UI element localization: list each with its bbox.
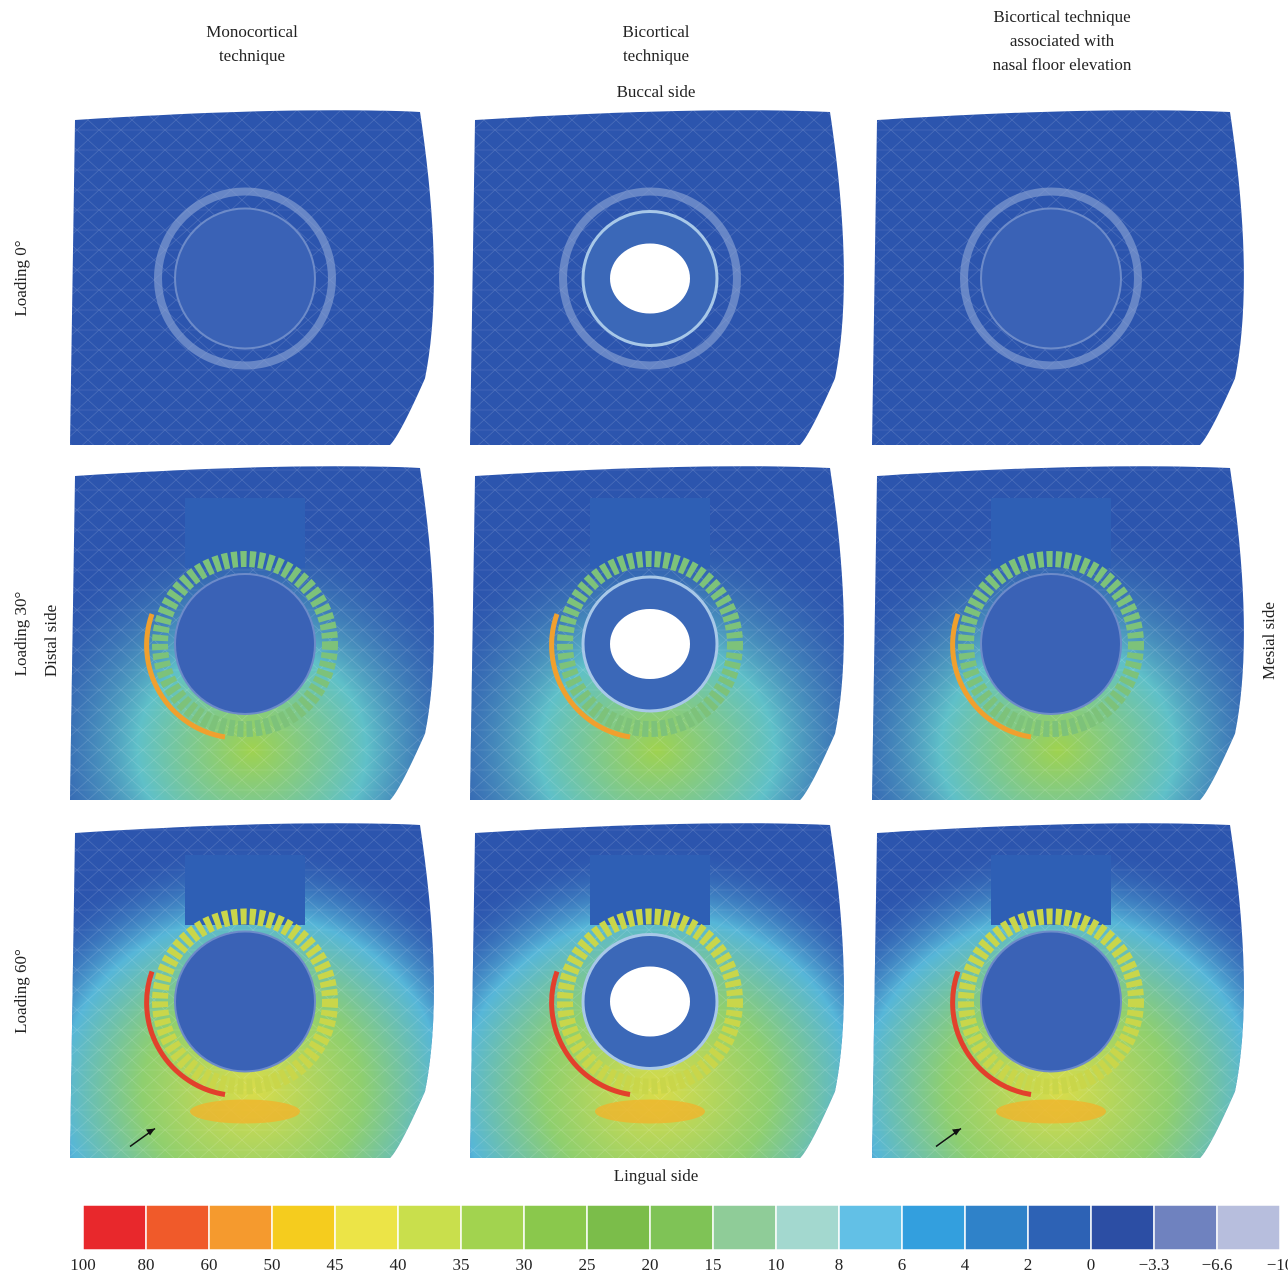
- fea-panel: [872, 110, 1244, 445]
- color-segment: [587, 1205, 650, 1250]
- colorbar-tick-label: −10: [1267, 1255, 1288, 1274]
- colorbar-tick-label: 6: [898, 1255, 907, 1274]
- colorbar-tick-label: 15: [705, 1255, 722, 1274]
- color-segment: [1028, 1205, 1091, 1250]
- color-segment: [776, 1205, 839, 1250]
- colorbar-tick-label: 4: [961, 1255, 970, 1274]
- fea-panel: [70, 823, 434, 1158]
- page: {"columns": [ {"lines": ["Monocortical",…: [0, 0, 1288, 1283]
- color-segment: [83, 1205, 146, 1250]
- column-header: Monocortical: [206, 22, 298, 41]
- color-segment: [146, 1205, 209, 1250]
- color-segment: [902, 1205, 965, 1250]
- fea-panel: [872, 466, 1244, 800]
- colorbar-tick-label: 30: [516, 1255, 533, 1274]
- fea-panel: [70, 110, 434, 445]
- colorbar-tick-label: 10: [768, 1255, 785, 1274]
- row-label: Loading 60°: [11, 949, 30, 1034]
- colorbar-tick-label: −3.3: [1139, 1255, 1170, 1274]
- column-header: Bicortical: [622, 22, 689, 41]
- colorbar-tick-label: 50: [264, 1255, 281, 1274]
- fea-panel: [470, 466, 844, 800]
- fea-panel: [470, 110, 844, 445]
- colorbar-tick-label: 40: [390, 1255, 407, 1274]
- row-label: Loading 30°: [11, 592, 30, 677]
- color-segment: [713, 1205, 776, 1250]
- color-segment: [461, 1205, 524, 1250]
- colorbar-tick-label: 8: [835, 1255, 844, 1274]
- color-segment: [650, 1205, 713, 1250]
- side-label: Mesial side: [1259, 602, 1278, 680]
- color-segment: [209, 1205, 272, 1250]
- colorbar-tick-label: 45: [327, 1255, 344, 1274]
- color-segment: [398, 1205, 461, 1250]
- implant-face: [175, 209, 315, 349]
- colorbar-tick-label: −6.6: [1202, 1255, 1233, 1274]
- column-header: technique: [219, 46, 285, 65]
- fea-panel: [70, 466, 434, 800]
- colorbar-tick-label: 100: [70, 1255, 96, 1274]
- column-header: Bicortical technique: [993, 7, 1130, 26]
- fea-panel: [872, 823, 1244, 1158]
- side-label: Buccal side: [617, 82, 696, 101]
- implant-face: [981, 932, 1121, 1072]
- hole: [610, 244, 690, 314]
- colorbar-tick-label: 2: [1024, 1255, 1033, 1274]
- hole: [610, 967, 690, 1037]
- colorbar-tick-label: 35: [453, 1255, 470, 1274]
- color-segment: [839, 1205, 902, 1250]
- colorbar-tick-label: 80: [138, 1255, 155, 1274]
- implant-face: [981, 209, 1121, 349]
- implant-face: [175, 574, 315, 714]
- fea-panel: [470, 823, 844, 1158]
- color-segment: [1154, 1205, 1217, 1250]
- column-header: associated with: [1010, 31, 1115, 50]
- implant-face: [175, 932, 315, 1072]
- color-segment: [1217, 1205, 1280, 1250]
- hot-spot: [996, 1100, 1106, 1124]
- hot-spot: [595, 1100, 705, 1124]
- column-header: technique: [623, 46, 689, 65]
- implant-face: [981, 574, 1121, 714]
- side-label: Lingual side: [614, 1166, 699, 1185]
- color-segment: [335, 1205, 398, 1250]
- colorbar-tick-label: 60: [201, 1255, 218, 1274]
- hole: [610, 609, 690, 679]
- row-label: Loading 0°: [11, 240, 30, 316]
- hot-spot: [190, 1100, 300, 1124]
- color-segment: [272, 1205, 335, 1250]
- side-label: Distal side: [41, 605, 60, 677]
- figure: Monocortical technique Bicortical technique…: [0, 0, 1288, 1278]
- colorbar-tick-label: 20: [642, 1255, 659, 1274]
- color-segment: [1091, 1205, 1154, 1250]
- column-header: nasal floor elevation: [993, 55, 1132, 74]
- color-segment: [524, 1205, 587, 1250]
- colorbar-tick-label: 0: [1087, 1255, 1096, 1274]
- colorbar-tick-label: 25: [579, 1255, 596, 1274]
- color-segment: [965, 1205, 1028, 1250]
